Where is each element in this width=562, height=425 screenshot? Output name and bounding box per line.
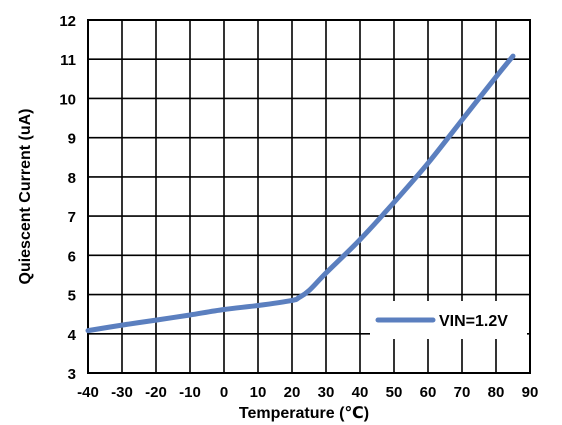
y-tick-label: 7 <box>68 209 76 226</box>
x-tick-label: 70 <box>454 384 471 401</box>
y-tick-label: 12 <box>59 13 76 30</box>
x-tick-label: -10 <box>179 384 201 401</box>
x-axis-label: Temperature (℃) <box>239 405 369 422</box>
x-tick-label: 80 <box>488 384 505 401</box>
y-axis-label: Quiescent Current (uA) <box>17 108 34 284</box>
legend-entry: VIN=1.2V <box>439 313 508 330</box>
series-group <box>85 53 516 334</box>
y-tick-label: 4 <box>68 327 77 344</box>
y-tick-label: 5 <box>68 288 76 305</box>
x-tick-label: -30 <box>111 384 133 401</box>
y-tick-labels: 3 4 5 6 7 8 9 10 11 12 <box>59 13 76 383</box>
x-tick-label: 10 <box>250 384 267 401</box>
y-tick-label: 10 <box>59 91 76 108</box>
x-tick-label: 20 <box>284 384 301 401</box>
legend: VIN=1.2V <box>370 301 527 339</box>
x-tick-label: 50 <box>386 384 403 401</box>
x-tick-label: 90 <box>522 384 539 401</box>
x-tick-label: 30 <box>318 384 335 401</box>
y-tick-label: 11 <box>60 52 76 69</box>
y-tick-label: 6 <box>68 248 76 265</box>
x-tick-label: 40 <box>352 384 369 401</box>
y-tick-label: 9 <box>68 131 76 148</box>
x-tick-label: 60 <box>420 384 437 401</box>
y-tick-label: 8 <box>68 170 76 187</box>
series-line-1 <box>85 53 516 334</box>
x-tick-label: 0 <box>220 384 228 401</box>
plot-frame <box>87 19 531 374</box>
x-tick-label: -20 <box>145 384 167 401</box>
x-tick-label: -40 <box>77 384 99 401</box>
x-tick-labels: -40 -30 -20 -10 0 10 20 30 40 50 60 70 80 90 <box>77 384 538 401</box>
y-tick-label: 3 <box>68 366 76 383</box>
